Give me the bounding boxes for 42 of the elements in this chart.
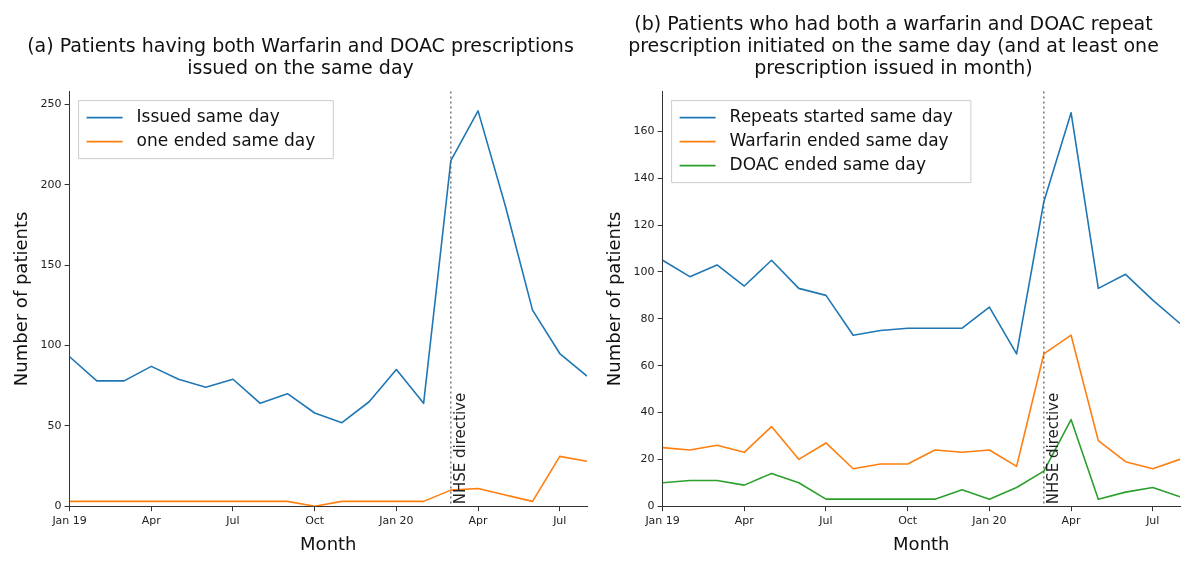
- x-tick-label: Oct: [305, 513, 325, 527]
- x-tick-label: Jan 20: [971, 513, 1007, 527]
- x-tick-label: Jul: [1145, 513, 1160, 527]
- y-tick-label: 250: [40, 97, 62, 111]
- y-tick-label: 140: [633, 171, 655, 185]
- x-tick-label: Apr: [141, 513, 162, 527]
- x-tick-label: Apr: [468, 513, 489, 527]
- legend-label: Repeats started same day: [729, 106, 953, 127]
- x-tick-label: Apr: [734, 513, 755, 527]
- y-tick-label: 20: [640, 452, 655, 466]
- legend-label: Warfarin ended same day: [729, 130, 949, 151]
- legend-label: Issued same day: [136, 106, 280, 127]
- y-tick-label: 0: [54, 499, 62, 513]
- y-axis-title: Number of patients: [603, 211, 625, 387]
- ref-line-label: NHSE directive: [1044, 392, 1063, 505]
- ref-line-label: NHSE directive: [451, 392, 470, 505]
- chart-title: (a) Patients having both Warfarin and DOAC prescriptions issued on the same day: [26, 33, 575, 78]
- y-tick-label: 160: [633, 124, 655, 138]
- x-tick-label: Jan 19: [51, 513, 87, 527]
- y-tick-label: 80: [640, 311, 655, 325]
- y-tick-label: 100: [40, 338, 62, 352]
- y-tick-label: 40: [640, 405, 655, 419]
- y-tick-label: 200: [40, 177, 62, 191]
- y-tick-label: 120: [633, 217, 655, 231]
- y-tick-label: 60: [640, 358, 655, 372]
- chart-title: (b) Patients who had both a warfarin and DOAC repeat prescription initiated on the same day (and at least one prescription issued in month): [627, 11, 1160, 78]
- y-axis-title: Number of patients: [10, 211, 32, 387]
- x-axis-title: Month: [893, 532, 950, 554]
- x-tick-label: Jul: [225, 513, 240, 527]
- x-tick-label: Apr: [1061, 513, 1082, 527]
- x-tick-label: Oct: [898, 513, 918, 527]
- legend-label: one ended same day: [136, 130, 316, 151]
- legend-label: DOAC ended same day: [729, 154, 927, 175]
- x-tick-label: Jan 20: [378, 513, 414, 527]
- y-tick-label: 150: [40, 258, 62, 272]
- y-tick-label: 50: [47, 418, 62, 432]
- y-tick-label: 100: [633, 264, 655, 278]
- x-axis-title: Month: [300, 532, 357, 554]
- x-tick-label: Jul: [552, 513, 567, 527]
- x-tick-label: Jan 19: [644, 513, 680, 527]
- x-tick-label: Jul: [818, 513, 833, 527]
- y-tick-label: 0: [647, 499, 655, 513]
